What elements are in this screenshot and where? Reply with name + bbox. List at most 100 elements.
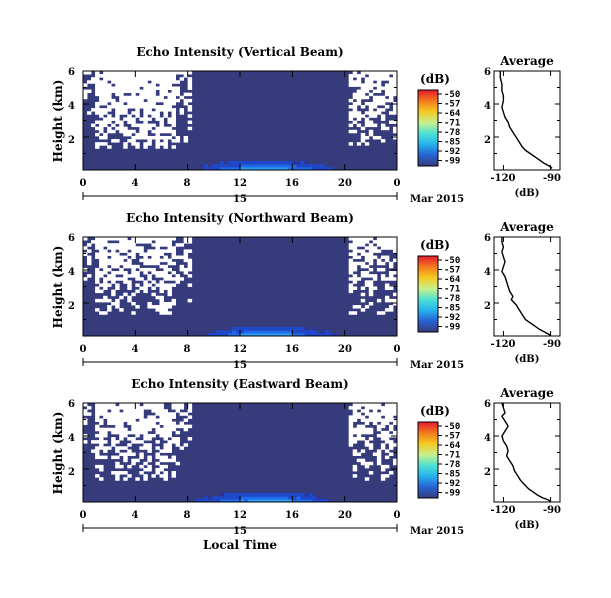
no-data-cell (115, 283, 120, 287)
no-data-cell (356, 83, 362, 87)
no-data-cell (147, 443, 152, 447)
no-data-cell (131, 123, 136, 128)
no-data-cell (388, 92, 394, 97)
no-data-cell (151, 129, 156, 134)
no-data-cell (360, 308, 366, 312)
colorbar-tick-label: -71 (444, 285, 460, 295)
no-data-cell (167, 237, 172, 241)
no-data-cell (187, 80, 193, 84)
no-data-cell (163, 412, 168, 416)
no-data-cell (99, 430, 104, 435)
no-data-cell (131, 101, 136, 106)
no-data-cell (159, 271, 164, 275)
no-data-cell (179, 421, 185, 426)
no-data-cell (392, 77, 398, 81)
no-data-cell (103, 80, 108, 84)
no-data-cell (368, 237, 374, 241)
no-data-cell (99, 403, 104, 407)
no-data-cell (384, 464, 390, 469)
no-data-cell (99, 464, 104, 469)
no-data-cell (388, 261, 394, 266)
no-data-cell (167, 135, 172, 140)
no-data-cell (107, 92, 112, 97)
no-data-cell (159, 406, 164, 410)
no-data-cell (159, 240, 164, 244)
no-data-cell (175, 280, 181, 284)
echo-cell (240, 326, 245, 331)
echo-cell (288, 499, 293, 503)
no-data-cell (364, 255, 370, 260)
no-data-cell (155, 98, 160, 103)
no-data-cell (171, 101, 176, 106)
echo-cell (256, 496, 261, 500)
no-data-cell (167, 71, 172, 75)
no-data-cell (127, 295, 132, 300)
echo-cell (223, 496, 229, 500)
y-tick-label: 2 (68, 135, 75, 146)
no-data-cell (356, 261, 362, 266)
no-data-cell (171, 111, 176, 115)
no-data-cell (352, 437, 358, 441)
no-data-cell (143, 135, 148, 140)
echo-cell (324, 333, 329, 337)
average-x-tick: -120 (490, 173, 515, 184)
echo-cell (284, 492, 289, 497)
no-data-cell (364, 111, 370, 115)
no-data-cell (127, 274, 132, 278)
no-data-cell (115, 427, 120, 432)
no-data-cell (163, 474, 168, 478)
no-data-cell (95, 145, 100, 149)
no-data-cell (167, 267, 172, 272)
no-data-cell (115, 305, 120, 309)
panel-eastward-beam: Echo Intensity (Eastward Beam) Height (k… (51, 377, 561, 552)
no-data-cell (179, 277, 185, 281)
no-data-cell (135, 114, 140, 118)
no-data-cell (384, 406, 390, 410)
no-data-cell (103, 449, 108, 453)
no-data-cell (99, 120, 104, 124)
no-data-cell (135, 135, 140, 140)
echo-cell (252, 333, 257, 337)
panel-title: Echo Intensity (Vertical Beam) (136, 45, 343, 59)
echo-cell (272, 499, 277, 503)
no-data-cell (163, 471, 168, 475)
no-data-cell (131, 458, 136, 463)
echo-cell (207, 499, 213, 503)
no-data-cell (103, 258, 108, 263)
no-data-cell (159, 95, 164, 100)
no-data-cell (135, 80, 140, 84)
no-data-cell (135, 71, 140, 75)
no-data-cell (99, 443, 104, 447)
no-data-cell (352, 255, 358, 260)
no-data-cell (143, 89, 148, 94)
no-data-cell (368, 77, 374, 81)
no-data-cell (376, 433, 382, 438)
no-data-cell (103, 74, 108, 78)
no-data-cell (103, 283, 108, 287)
colorbar-unit: (dB) (420, 404, 450, 418)
no-data-cell (380, 114, 386, 118)
echo-cell (227, 330, 233, 334)
echo-cell (292, 333, 297, 337)
no-data-cell (139, 92, 144, 97)
echo-cell (324, 167, 329, 171)
no-data-cell (179, 412, 185, 416)
no-data-cell (131, 129, 136, 134)
no-data-cell (155, 440, 160, 444)
no-data-cell (119, 424, 124, 429)
no-data-cell (380, 101, 386, 106)
no-data-cell (372, 277, 378, 281)
no-data-cell (123, 403, 128, 407)
no-data-cell (167, 74, 172, 78)
no-data-cell (376, 101, 382, 106)
no-data-cell (111, 430, 116, 435)
no-data-cell (135, 95, 140, 100)
no-data-cell (143, 86, 148, 90)
no-data-cell (95, 267, 100, 272)
no-data-cell (135, 123, 140, 128)
no-data-cell (107, 412, 112, 416)
no-data-cell (360, 418, 366, 422)
no-data-cell (356, 142, 362, 146)
no-data-cell (115, 430, 120, 435)
no-data-cell (99, 95, 104, 100)
